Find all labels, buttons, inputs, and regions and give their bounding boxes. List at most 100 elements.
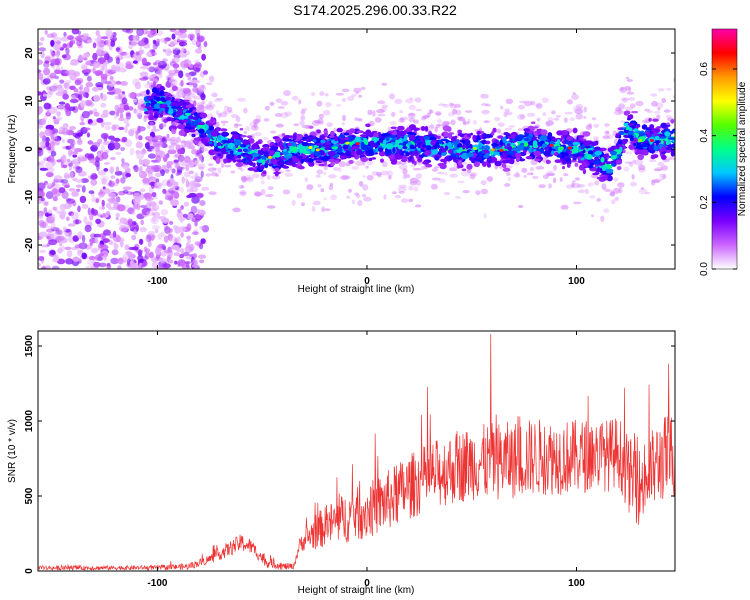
spectrogram-cell	[38, 142, 42, 146]
spectrogram-cell	[594, 164, 600, 167]
spectrogram-cell	[181, 140, 187, 144]
spectrogram-cell	[186, 72, 192, 79]
spectrogram-cell	[115, 56, 120, 65]
spectrogram-cell	[270, 130, 277, 134]
spectrogram-cell	[653, 110, 661, 114]
spectrogram-cell	[132, 35, 137, 41]
spectrogram-cell	[523, 142, 529, 147]
spectrogram-cell	[38, 42, 44, 46]
spectrogram-cell	[144, 197, 154, 201]
spectrogram-cell	[38, 146, 42, 154]
spectrogram-cell	[652, 118, 659, 122]
spectrogram-cell	[560, 204, 569, 210]
spectrogram-cell	[532, 140, 538, 147]
spectrogram-cell	[140, 127, 145, 132]
spectrogram-cell	[65, 109, 72, 117]
spectrogram-cell	[42, 78, 51, 85]
spectrogram-cell	[185, 180, 190, 188]
spectrogram-cell	[181, 87, 191, 94]
spectrogram-cell	[154, 172, 162, 178]
spectrogram-cell	[434, 126, 439, 133]
spectrogram-cell	[269, 101, 275, 106]
spectrogram-cell	[381, 161, 388, 168]
spectrogram-cell	[649, 124, 655, 129]
spectrogram-cell	[197, 209, 206, 216]
spectrogram-cell	[399, 117, 404, 123]
spectrogram-cell	[618, 139, 622, 142]
spectrogram-cell	[408, 124, 417, 131]
spectrogram-cell	[152, 62, 158, 66]
spectrogram-cell	[593, 123, 599, 128]
spectrogram-cell	[443, 191, 450, 196]
spectrogram-cell	[124, 125, 128, 133]
spectrogram-cell	[146, 80, 150, 85]
spectrogram-cell	[148, 146, 155, 150]
spectrogram-cell	[452, 108, 458, 115]
spectrogram-cell	[641, 124, 648, 130]
spectrogram-cell	[169, 29, 176, 33]
spectrogram-cell	[648, 118, 652, 122]
spectrogram-cell	[68, 188, 76, 192]
spectrogram-cell	[149, 114, 155, 121]
spectrogram-cell	[283, 154, 292, 159]
spectrogram-cell	[604, 123, 610, 128]
spectrogram-cell	[146, 67, 153, 71]
spectrogram-cell	[519, 100, 526, 104]
spectrogram-cell	[421, 165, 425, 170]
spectrogram-cell	[39, 167, 49, 171]
spectrogram-cell	[183, 88, 192, 97]
spectrogram-cell	[462, 190, 471, 194]
spectrogram-cell	[197, 125, 201, 131]
spectrogram-cell	[113, 88, 122, 95]
spectrogram-cell	[394, 195, 402, 199]
spectrogram-cell	[362, 193, 367, 198]
spectrogram-cell	[116, 204, 126, 212]
spectrogram-cell	[104, 53, 110, 61]
spectrogram-cell	[567, 146, 572, 150]
spectrogram-cell	[251, 125, 259, 131]
spectrogram-cell	[615, 134, 620, 139]
spectrogram-cell	[592, 172, 599, 176]
spectrogram-cell	[81, 110, 90, 119]
spectrogram-cell	[630, 140, 634, 145]
spectrogram-cell	[38, 91, 42, 96]
spectrogram-cell	[556, 115, 561, 118]
spectrogram-cell	[504, 127, 513, 131]
spectrogram-cell	[137, 125, 142, 134]
spectrogram-cell	[217, 153, 221, 157]
spectrogram-cell	[457, 129, 463, 134]
spectrogram-cell	[405, 152, 410, 157]
spectrogram-cell	[61, 139, 65, 143]
spectrogram-cell	[326, 122, 333, 127]
spectrogram-cell	[201, 225, 210, 233]
spectrogram-cell	[233, 123, 239, 129]
spectrogram-cell	[572, 157, 577, 161]
spectrogram-cell	[185, 261, 190, 269]
spectrogram-cell	[291, 199, 296, 206]
spectrogram-cell	[198, 36, 204, 43]
spectrogram-cell	[651, 179, 661, 184]
spectrogram-cell	[549, 143, 554, 147]
spectrogram-cell	[545, 170, 554, 176]
spectrogram-cell	[38, 231, 48, 238]
spectrogram-cell	[438, 103, 446, 106]
spectrogram-cell	[173, 115, 180, 118]
spectrogram-cell	[185, 72, 190, 77]
spectrogram-cell	[138, 158, 143, 166]
spectrogram-cell	[641, 149, 649, 156]
spectrogram-cell	[602, 135, 610, 140]
spectrogram-cell	[60, 179, 69, 184]
spectrogram-cell	[297, 140, 304, 144]
spectrogram-cell	[588, 165, 594, 169]
spectrogram-cell	[325, 102, 332, 108]
spectrogram-cell	[148, 153, 156, 159]
spectrogram-cell	[662, 173, 667, 180]
spectrogram-cell	[215, 97, 224, 101]
spectrogram-cell	[571, 182, 575, 188]
spectrogram-cell	[130, 38, 138, 47]
spectrogram-cell	[147, 240, 152, 248]
spectrogram-cell	[190, 175, 197, 179]
spectrogram-cell	[371, 144, 378, 148]
spectrogram-cell	[38, 69, 42, 73]
spectrogram-cell	[530, 100, 536, 106]
